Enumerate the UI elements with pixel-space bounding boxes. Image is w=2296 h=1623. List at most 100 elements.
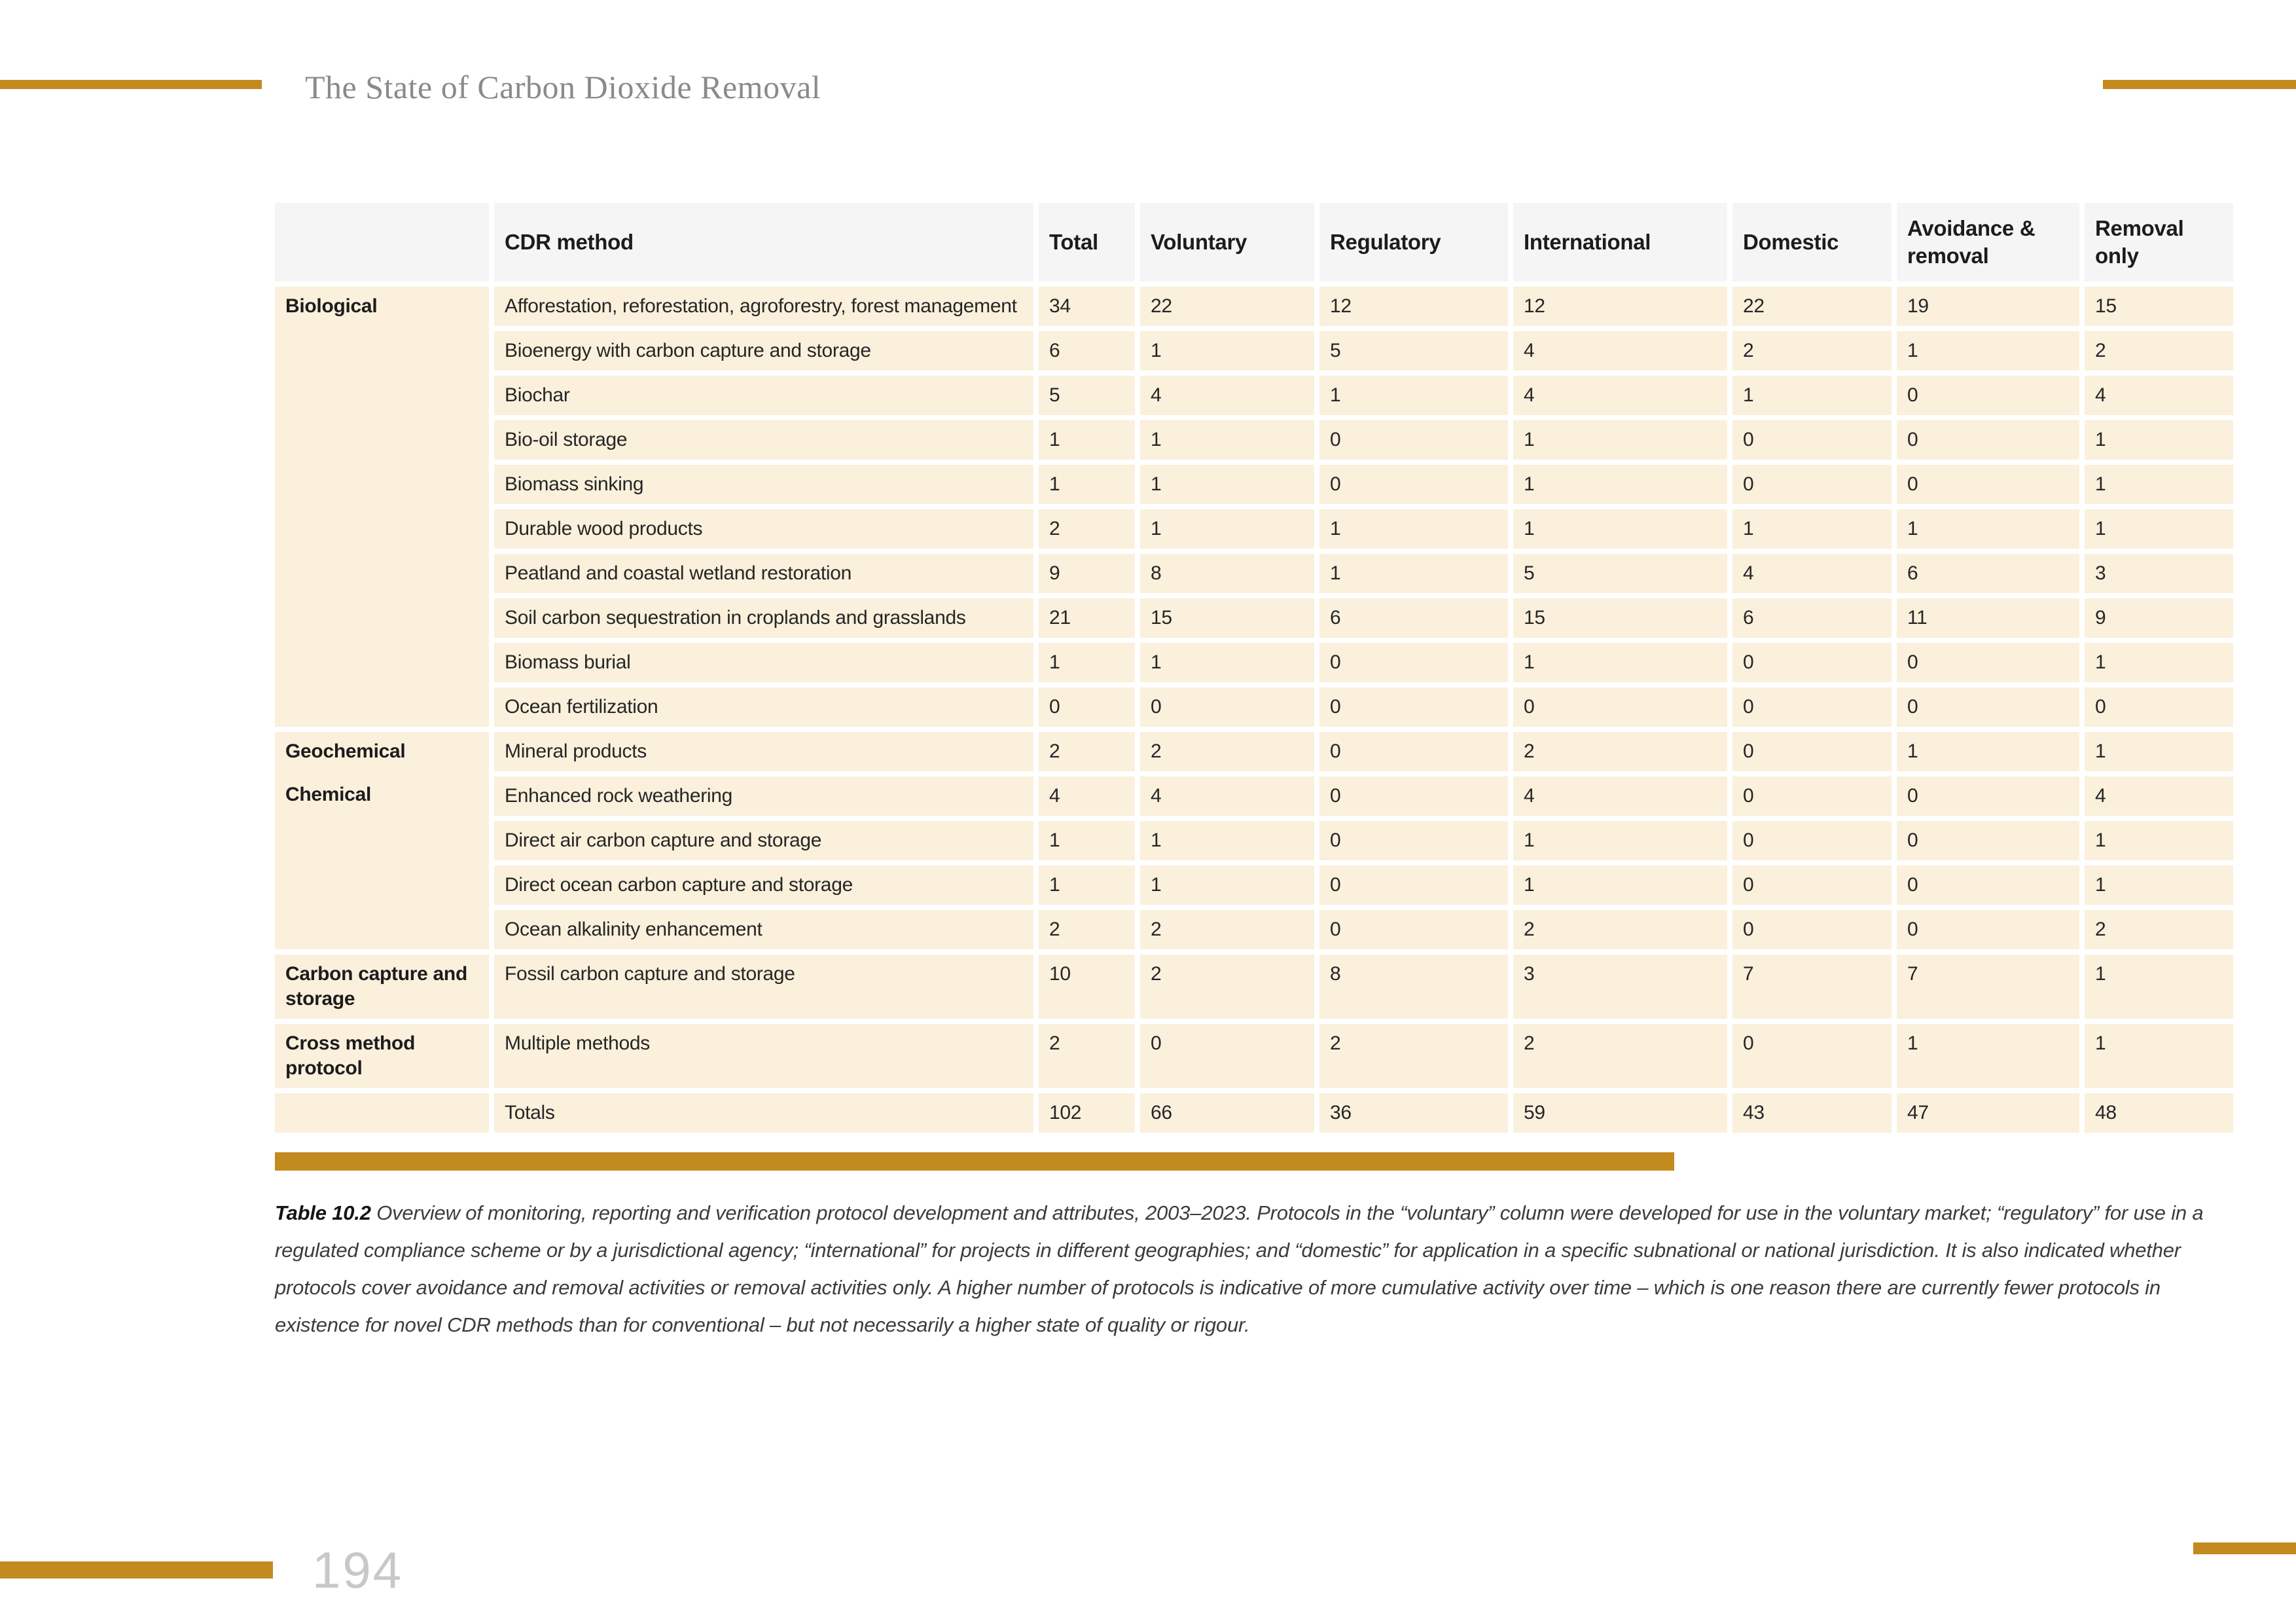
table-caption-text: Overview of monitoring, reporting and ve… [275, 1201, 2204, 1336]
value-cell: 0 [1897, 465, 2079, 504]
value-cell: 1 [1039, 866, 1135, 905]
value-cell: 4 [1039, 776, 1135, 816]
value-cell: 1 [1513, 821, 1727, 860]
value-cell: 1 [1039, 643, 1135, 682]
value-cell: 1 [1140, 821, 1314, 860]
value-cell: 4 [1513, 776, 1727, 816]
method-cell: Bio-oil storage [494, 420, 1033, 460]
value-cell: 0 [1732, 465, 1892, 504]
page-number: 194 [312, 1541, 404, 1599]
value-cell: 6 [1732, 598, 1892, 638]
value-cell: 5 [1039, 376, 1135, 415]
value-cell: 0 [1319, 465, 1508, 504]
method-cell: Fossil carbon capture and storage [494, 955, 1033, 1019]
method-cell: Mineral products [494, 732, 1033, 771]
value-cell: 1 [1732, 376, 1892, 415]
column-header: CDR method [494, 203, 1033, 282]
category-label: Geochemical [285, 740, 406, 762]
value-cell: 0 [1140, 1024, 1314, 1088]
value-cell: 0 [1732, 687, 1892, 727]
content-area: CDR method Total Voluntary Regulatory Intern… [275, 203, 2233, 1343]
category-cell: Cross method protocol [275, 1024, 489, 1088]
value-cell: 2 [1319, 1024, 1508, 1088]
value-cell: 1 [2085, 955, 2233, 1019]
value-cell: 1 [2085, 821, 2233, 860]
value-cell: 6 [1897, 554, 2079, 593]
top-left-accent-bar [0, 80, 262, 89]
value-cell: 1 [1513, 465, 1727, 504]
value-cell: 4 [1140, 376, 1314, 415]
method-cell: Ocean alkalinity enhancement [494, 910, 1033, 949]
value-cell: 0 [1732, 732, 1892, 771]
value-cell: 1 [1140, 465, 1314, 504]
value-cell: 2 [1513, 1024, 1727, 1088]
value-cell: 1 [1140, 866, 1314, 905]
value-cell: 1 [1513, 509, 1727, 549]
method-cell: Biomass burial [494, 643, 1033, 682]
value-cell: 34 [1039, 287, 1135, 326]
column-header: Domestic [1732, 203, 1892, 282]
value-cell: 2 [1039, 509, 1135, 549]
method-cell: Soil carbon sequestration in croplands a… [494, 598, 1033, 638]
value-cell: 0 [2085, 687, 2233, 727]
value-cell: 2 [2085, 910, 2233, 949]
value-cell: 102 [1039, 1093, 1135, 1133]
value-cell: 43 [1732, 1093, 1892, 1133]
method-cell: Ocean fertilization [494, 687, 1033, 727]
value-cell: 8 [1319, 955, 1508, 1019]
category-label: Cross method protocol [285, 1032, 416, 1079]
value-cell: 11 [1897, 598, 2079, 638]
value-cell: 1 [1319, 376, 1508, 415]
value-cell: 1 [1897, 732, 2079, 771]
method-cell: Enhanced rock weathering [494, 776, 1033, 816]
value-cell: 2 [1732, 331, 1892, 371]
value-cell: 1 [1319, 554, 1508, 593]
value-cell: 0 [1319, 732, 1508, 771]
value-cell: 5 [1513, 554, 1727, 593]
column-header-empty [275, 203, 489, 282]
value-cell: 2 [2085, 331, 2233, 371]
value-cell: 0 [1319, 643, 1508, 682]
value-cell: 0 [1897, 910, 2079, 949]
value-cell: 1 [1897, 509, 2079, 549]
value-cell: 2 [1140, 732, 1314, 771]
value-cell: 10 [1039, 955, 1135, 1019]
value-cell: 1 [1140, 420, 1314, 460]
value-cell: 4 [1140, 776, 1314, 816]
value-cell: 1 [1039, 465, 1135, 504]
value-cell: 22 [1732, 287, 1892, 326]
value-cell: 2 [1140, 955, 1314, 1019]
value-cell: 2 [1513, 910, 1727, 949]
value-cell: 0 [1732, 776, 1892, 816]
category-cell: Geochemical Chemical [275, 732, 489, 949]
value-cell: 1 [2085, 509, 2233, 549]
method-cell: Direct air carbon capture and storage [494, 821, 1033, 860]
value-cell: 0 [1732, 866, 1892, 905]
value-cell: 59 [1513, 1093, 1727, 1133]
column-header: Voluntary [1140, 203, 1314, 282]
value-cell: 0 [1319, 866, 1508, 905]
page-title: The State of Carbon Dioxide Removal [305, 69, 821, 105]
value-cell: 19 [1897, 287, 2079, 326]
value-cell: 1 [2085, 643, 2233, 682]
value-cell: 0 [1319, 687, 1508, 727]
value-cell: 0 [1732, 420, 1892, 460]
value-cell: 1 [2085, 465, 2233, 504]
bottom-left-accent-bar [0, 1561, 273, 1578]
category-label: Carbon capture and storage [285, 963, 467, 1010]
value-cell: 1 [1897, 1024, 2079, 1088]
value-cell: 3 [2085, 554, 2233, 593]
value-cell: 1 [1039, 420, 1135, 460]
method-cell: Afforestation, reforestation, agroforest… [494, 287, 1033, 326]
category-cell: Carbon capture and storage [275, 955, 489, 1019]
column-header: Total [1039, 203, 1135, 282]
table-caption: Table 10.2 Overview of monitoring, repor… [275, 1194, 2225, 1343]
value-cell: 0 [1732, 643, 1892, 682]
value-cell: 0 [1897, 821, 2079, 860]
value-cell: 1 [1513, 420, 1727, 460]
value-cell: 3 [1513, 955, 1727, 1019]
value-cell: 4 [1513, 331, 1727, 371]
method-cell: Direct ocean carbon capture and storage [494, 866, 1033, 905]
column-header: Avoidance & removal [1897, 203, 2079, 282]
